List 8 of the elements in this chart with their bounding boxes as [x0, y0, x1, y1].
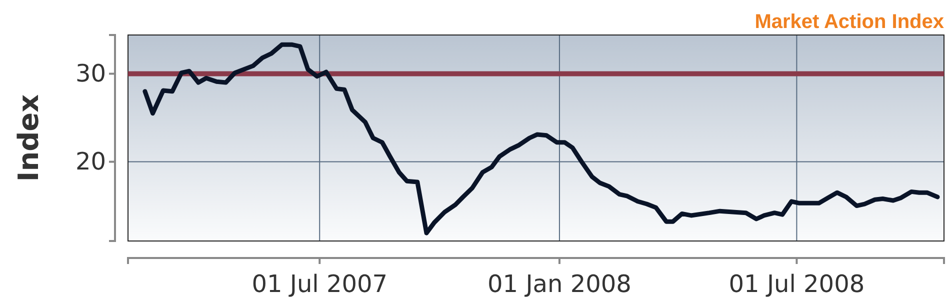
- x-tick-label: 01 Jul 2008: [728, 270, 865, 298]
- line-series: [142, 42, 940, 236]
- y-tick-label: 20: [75, 147, 106, 176]
- y-tick-label: 30: [75, 59, 106, 88]
- x-tick-label: 01 Jul 2007: [252, 270, 388, 298]
- x-tick-label: 01 Jan 2008: [488, 270, 632, 298]
- y-axis-title: Index: [12, 94, 45, 182]
- chart-title: Market Action Index: [754, 11, 944, 33]
